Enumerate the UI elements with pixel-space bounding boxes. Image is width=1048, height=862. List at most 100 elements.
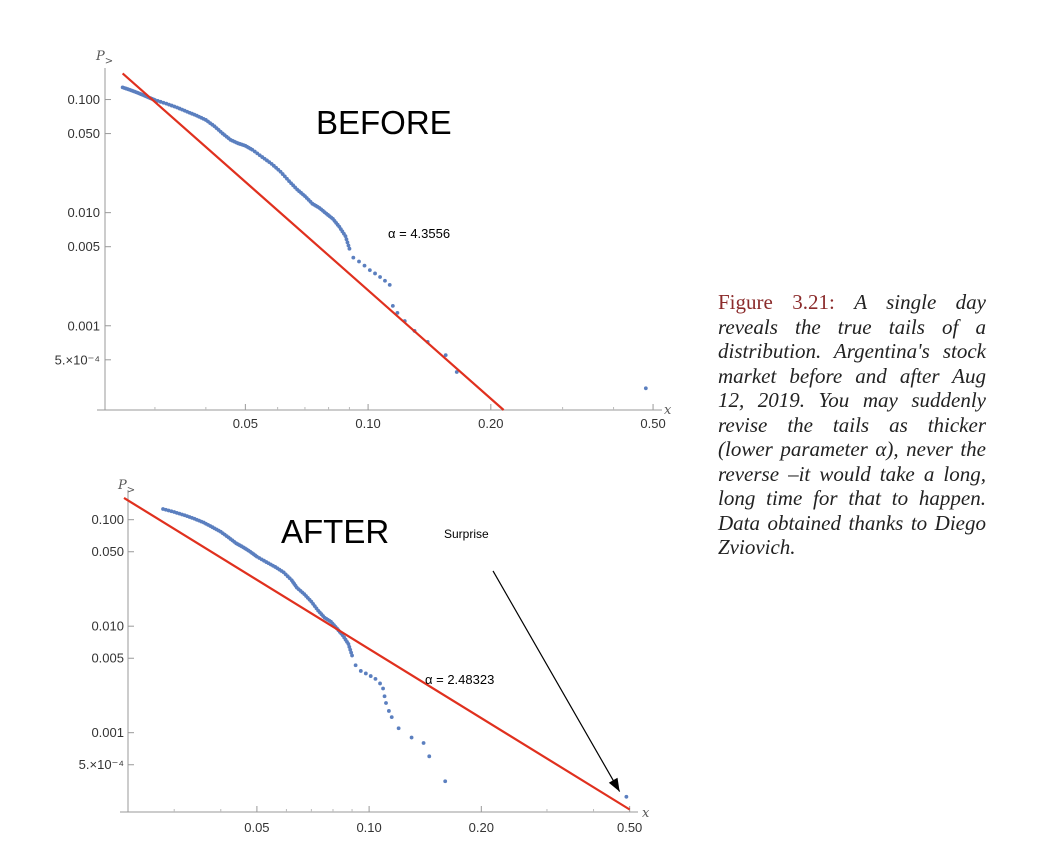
data-point [329, 215, 334, 220]
data-point [276, 167, 281, 172]
data-point [314, 606, 319, 611]
data-point [132, 89, 137, 94]
data-point [210, 122, 215, 127]
alpha-label: α = 2.48323 [425, 672, 494, 687]
data-point [350, 653, 354, 658]
y-axis-label: P> [95, 49, 113, 67]
data-point [161, 100, 166, 105]
x-tick-label: 0.50 [640, 416, 665, 431]
data-point [381, 686, 385, 691]
data-point [300, 590, 305, 595]
data-point [321, 614, 325, 618]
x-tick-label: 0.10 [355, 416, 380, 431]
arrow-head-icon [608, 777, 620, 792]
data-point [257, 153, 262, 158]
data-point [443, 353, 448, 358]
data-point [353, 663, 358, 668]
data-point [192, 112, 197, 117]
y-tick-label: 0.001 [91, 725, 124, 740]
data-point [357, 259, 361, 264]
data-point [335, 222, 340, 227]
data-point [396, 726, 401, 731]
data-point [293, 583, 298, 588]
data-point [180, 512, 184, 517]
surprise-label: Surprise [444, 527, 489, 541]
y-tick-label: 5.×10⁻⁴ [79, 757, 124, 772]
data-point [208, 524, 213, 528]
figure-caption: Figure 3.21: A single day reveals the tr… [718, 290, 986, 560]
y-tick-label: 0.005 [91, 651, 124, 666]
data-point [218, 129, 223, 134]
data-point [362, 263, 367, 268]
y-axis-label-subscript: > [105, 56, 113, 67]
data-point [279, 569, 284, 573]
data-point [248, 146, 253, 151]
data-point [363, 671, 368, 676]
data-point [384, 701, 388, 705]
data-point [351, 255, 356, 260]
data-point [346, 243, 351, 248]
data-point [322, 210, 327, 215]
y-tick-label: 0.005 [67, 239, 100, 254]
y-axis-label: P> [117, 478, 135, 496]
data-point [199, 519, 204, 524]
data-point [345, 240, 350, 245]
y-tick-label: 0.010 [67, 205, 100, 220]
data-point [267, 160, 272, 165]
data-point [421, 741, 426, 745]
x-axis-label: x [664, 403, 672, 418]
data-point [347, 645, 352, 649]
data-point [293, 185, 298, 190]
figure-area: 0.05 0.10 0.20 0.50 0.100 0.050 0.010 0.005 0.00… [55, 49, 672, 835]
data-point [373, 676, 378, 681]
data-point [308, 199, 313, 204]
y-tick-label: 5.×10⁻⁴ [55, 352, 100, 367]
data-point [301, 192, 305, 197]
y-tick-label: 0.010 [91, 619, 124, 634]
x-tick-label: 0.05 [233, 416, 258, 431]
x-tick-label: 0.20 [469, 820, 494, 835]
data-point [201, 116, 206, 121]
x-tick-label: 0.05 [244, 820, 269, 835]
data-point [378, 275, 382, 279]
before-chart: 0.05 0.10 0.20 0.50 0.100 0.050 0.010 0.005 0.00… [55, 49, 672, 431]
data-point [224, 534, 229, 538]
after-chart: 0.05 0.10 0.20 0.50 0.100 0.050 0.010 0.005 0.00… [79, 478, 650, 835]
data-point [378, 681, 382, 686]
data-point [241, 143, 246, 148]
data-point [342, 231, 346, 236]
x-axis-label: x [642, 806, 650, 821]
data-point [262, 558, 266, 563]
data-point [344, 237, 349, 242]
data-point [246, 548, 251, 553]
data-point [327, 618, 332, 623]
data-point [409, 735, 414, 740]
data-point [125, 87, 130, 92]
fit-line [121, 72, 505, 411]
data-point [368, 674, 373, 678]
data-point [345, 639, 349, 644]
data-point [287, 576, 292, 581]
data-point [253, 553, 258, 558]
data-point [190, 515, 194, 520]
data-point [349, 650, 354, 655]
data-point [271, 563, 275, 568]
data-point [382, 694, 387, 699]
data-point [169, 509, 174, 514]
data-point [373, 271, 377, 276]
data-point [172, 104, 177, 109]
data-point [386, 709, 391, 713]
panel-label: AFTER [281, 513, 389, 550]
data-point [285, 176, 289, 181]
data-point [427, 754, 432, 759]
data-point [348, 647, 353, 652]
data-point [234, 140, 239, 145]
data-point [624, 794, 629, 799]
data-point [226, 136, 231, 141]
data-point [216, 528, 221, 533]
data-point [139, 92, 143, 97]
data-point [307, 597, 312, 602]
x-tick-label: 0.50 [617, 820, 642, 835]
y-tick-label: 0.100 [91, 512, 124, 527]
data-point [315, 204, 320, 209]
